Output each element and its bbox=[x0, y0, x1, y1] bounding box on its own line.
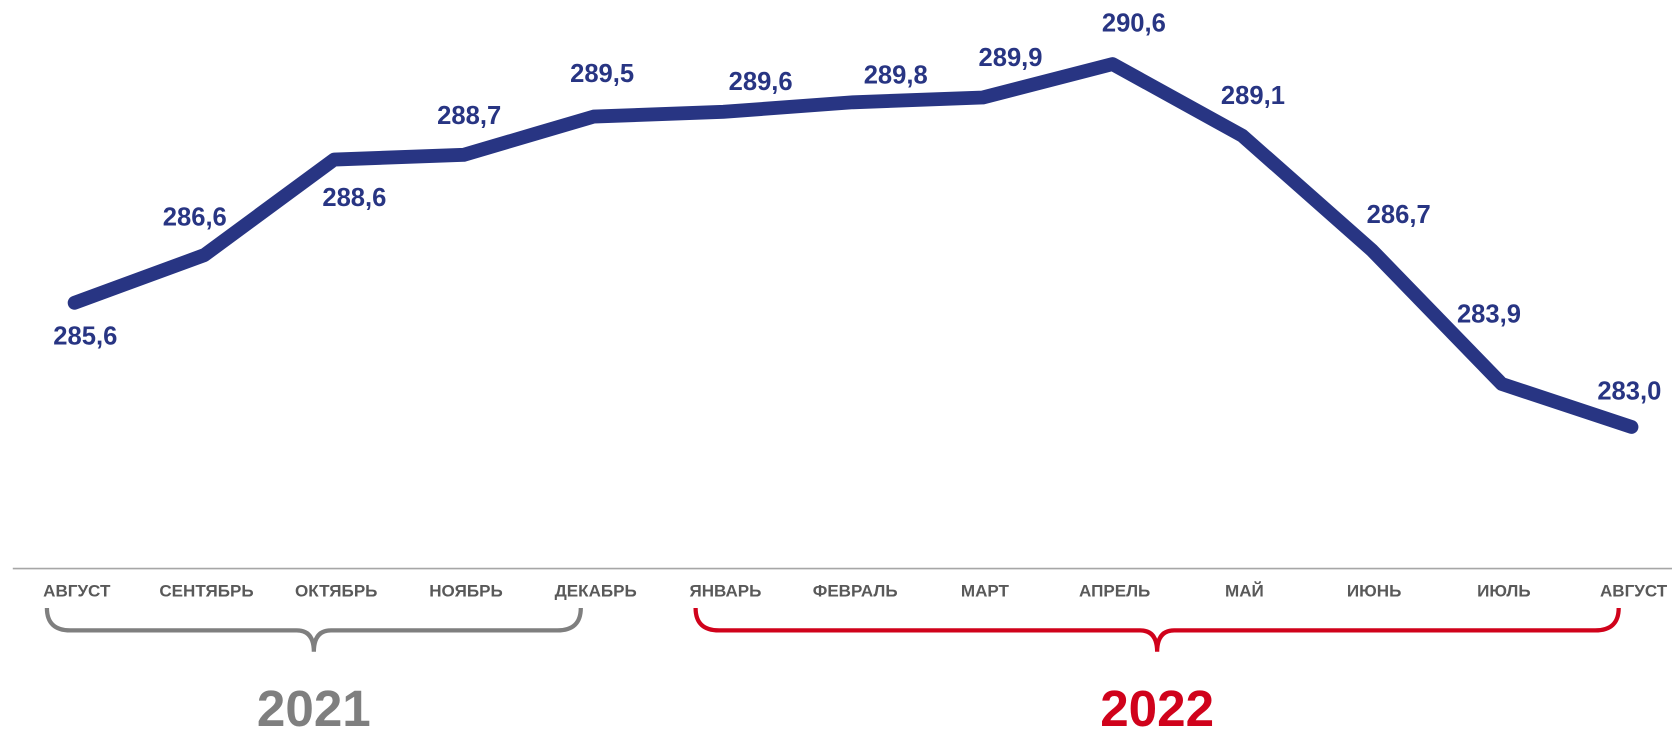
data-label: 283,9 bbox=[1457, 300, 1521, 328]
x-tick-label: СЕНТЯБРЬ bbox=[159, 581, 253, 600]
data-label: 288,7 bbox=[437, 102, 501, 130]
data-label: 289,9 bbox=[979, 44, 1043, 72]
data-label: 283,0 bbox=[1597, 378, 1661, 406]
data-label: 289,8 bbox=[864, 61, 928, 89]
data-label: 285,6 bbox=[53, 323, 117, 351]
x-tick-label: АВГУСТ bbox=[1600, 581, 1668, 600]
data-label: 286,7 bbox=[1367, 201, 1431, 229]
data-label: 288,6 bbox=[322, 184, 386, 212]
x-tick-label: ИЮЛЬ bbox=[1477, 581, 1530, 600]
year-label: 2022 bbox=[1100, 680, 1214, 734]
x-tick-label: МАЙ bbox=[1225, 581, 1264, 600]
line bbox=[67, 57, 1639, 434]
x-tick-label: ДЕКАБРЬ bbox=[555, 581, 637, 600]
x-tick-label: ФЕВРАЛЬ bbox=[813, 581, 898, 600]
data-label: 286,6 bbox=[163, 204, 227, 232]
data-label: 290,6 bbox=[1102, 9, 1166, 37]
x-tick-label: АПРЕЛЬ bbox=[1079, 581, 1150, 600]
year-bracket bbox=[44, 607, 583, 652]
x-tick-label: МАРТ bbox=[961, 581, 1010, 600]
x-tick-label: НОЯБРЬ bbox=[429, 581, 502, 600]
x-tick-label: ИЮНЬ bbox=[1347, 581, 1401, 600]
x-tick-label: ЯНВАРЬ bbox=[689, 581, 761, 600]
data-label: 289,6 bbox=[729, 68, 793, 96]
data-label: 289,5 bbox=[570, 60, 634, 88]
data-label: 289,1 bbox=[1221, 82, 1285, 110]
x-tick-label: АВГУСТ bbox=[43, 581, 111, 600]
x-tick-label: ОКТЯБРЬ bbox=[295, 581, 377, 600]
year-bracket bbox=[693, 607, 1621, 652]
year-label: 2021 bbox=[257, 680, 371, 734]
